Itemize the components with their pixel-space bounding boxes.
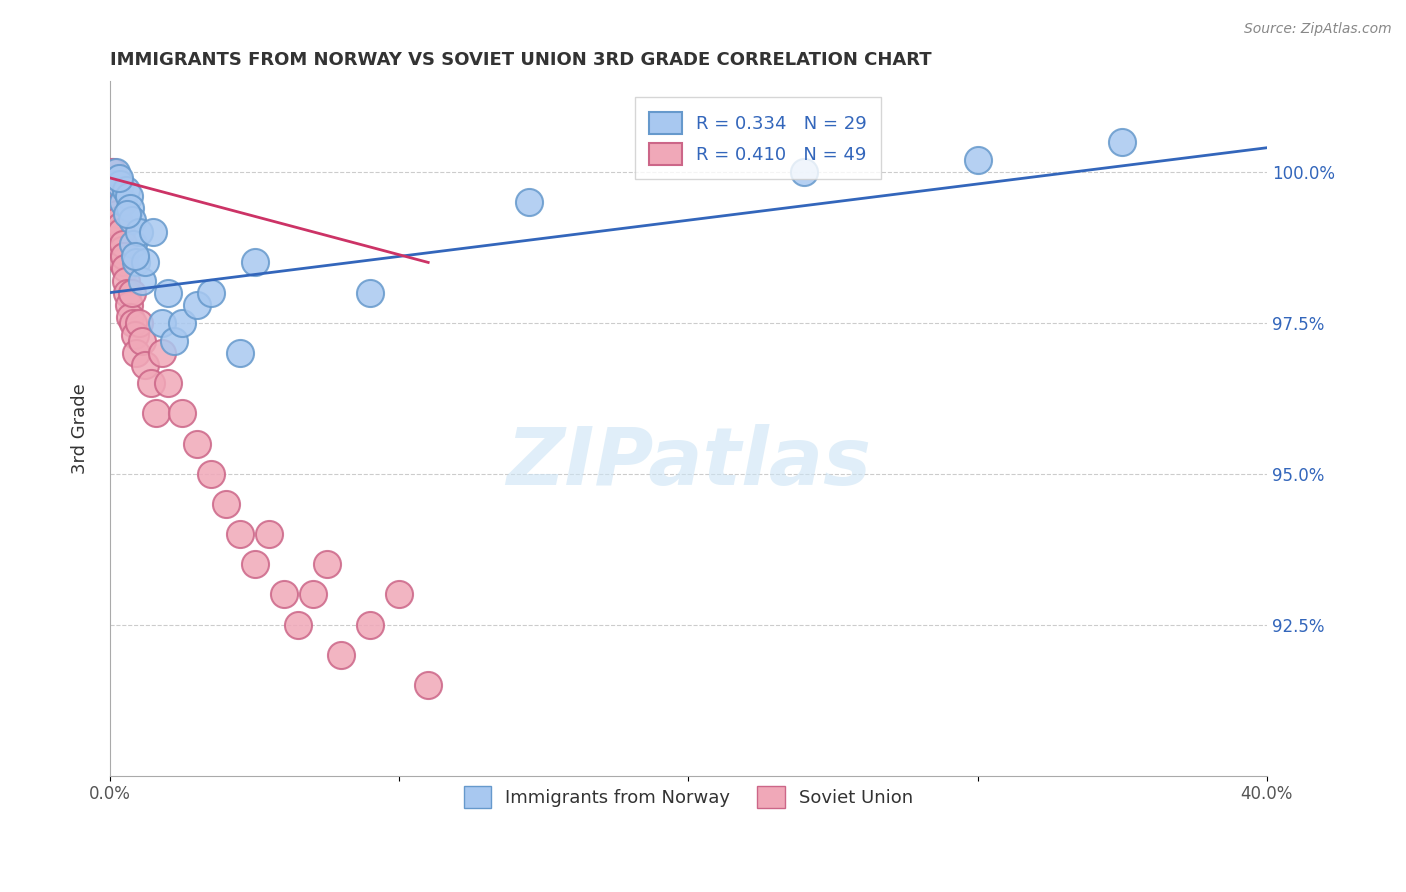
Legend: Immigrants from Norway, Soviet Union: Immigrants from Norway, Soviet Union	[457, 779, 921, 815]
Text: ZIPatlas: ZIPatlas	[506, 424, 870, 502]
Point	[121, 213, 143, 227]
Point	[1111, 135, 1133, 149]
Point	[359, 285, 381, 300]
Point	[117, 285, 139, 300]
Y-axis label: 3rd Grade: 3rd Grade	[72, 383, 89, 474]
Point	[359, 617, 381, 632]
Point	[108, 219, 131, 234]
Point	[330, 648, 353, 662]
Point	[115, 274, 138, 288]
Point	[115, 183, 138, 197]
Point	[163, 334, 186, 348]
Point	[200, 285, 222, 300]
Point	[418, 678, 440, 692]
Point	[156, 285, 179, 300]
Point	[120, 310, 142, 324]
Text: Source: ZipAtlas.com: Source: ZipAtlas.com	[1244, 22, 1392, 37]
Point	[108, 237, 131, 252]
Point	[104, 189, 127, 203]
Point	[966, 153, 988, 167]
Point	[125, 346, 148, 360]
Point	[107, 225, 129, 239]
Point	[142, 225, 165, 239]
Point	[172, 316, 194, 330]
Point	[112, 249, 135, 263]
Point	[388, 587, 411, 601]
Point	[111, 244, 134, 258]
Point	[519, 195, 541, 210]
Point	[186, 298, 208, 312]
Point	[100, 165, 122, 179]
Point	[120, 201, 142, 215]
Point	[118, 298, 141, 312]
Point	[112, 237, 135, 252]
Point	[156, 376, 179, 391]
Point	[134, 255, 156, 269]
Point	[103, 177, 125, 191]
Point	[128, 225, 150, 239]
Point	[111, 255, 134, 269]
Point	[150, 346, 173, 360]
Point	[108, 177, 131, 191]
Point	[229, 346, 252, 360]
Point	[316, 558, 339, 572]
Point	[287, 617, 309, 632]
Point	[118, 189, 141, 203]
Point	[243, 558, 266, 572]
Point	[229, 527, 252, 541]
Point	[257, 527, 280, 541]
Point	[101, 165, 124, 179]
Point	[243, 255, 266, 269]
Point	[104, 195, 127, 210]
Point	[104, 165, 127, 179]
Point	[101, 170, 124, 185]
Point	[131, 334, 153, 348]
Point	[122, 237, 145, 252]
Point	[122, 316, 145, 330]
Text: IMMIGRANTS FROM NORWAY VS SOVIET UNION 3RD GRADE CORRELATION CHART: IMMIGRANTS FROM NORWAY VS SOVIET UNION 3…	[110, 51, 932, 69]
Point	[131, 274, 153, 288]
Point	[172, 406, 194, 420]
Point	[215, 497, 238, 511]
Point	[103, 183, 125, 197]
Point	[124, 249, 146, 263]
Point	[150, 316, 173, 330]
Point	[105, 201, 128, 215]
Point	[110, 225, 132, 239]
Point	[793, 165, 815, 179]
Point	[112, 195, 135, 210]
Point	[134, 358, 156, 372]
Point	[200, 467, 222, 481]
Point	[125, 255, 148, 269]
Point	[273, 587, 295, 601]
Point	[107, 170, 129, 185]
Point	[186, 436, 208, 450]
Point	[117, 207, 139, 221]
Point	[114, 261, 136, 276]
Point	[107, 213, 129, 227]
Point	[105, 207, 128, 221]
Point	[301, 587, 323, 601]
Point	[145, 406, 167, 420]
Point	[124, 327, 146, 342]
Point	[139, 376, 162, 391]
Point	[128, 316, 150, 330]
Point	[121, 285, 143, 300]
